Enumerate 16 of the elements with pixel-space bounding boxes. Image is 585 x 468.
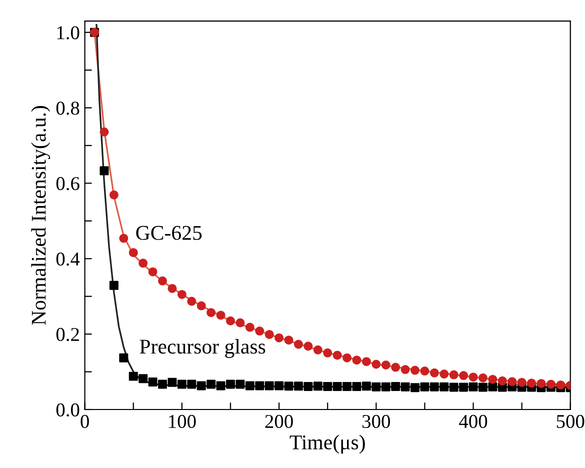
y-tick-label: 0.6 [56,177,80,190]
x-tick-label: 500 [556,414,584,428]
x-tick-label: 200 [265,414,293,428]
y-tick-label: 0.2 [56,328,79,342]
y-tick-label: 0.4 [56,252,80,266]
y-axis-title: Normalized Intensity(a.u.) [31,106,50,325]
x-axis-title: Time(μs) [290,434,365,454]
y-tick-label: 0.0 [56,403,80,417]
y-tick-label: 1.0 [57,26,80,40]
x-tick-label: 0 [80,414,89,428]
x-tick-label: 400 [459,414,488,428]
y-tick-label: 0.8 [56,102,80,115]
annotation: GC-625 [136,226,202,240]
annotation: Precursor glass [140,339,266,358]
x-tick-label: 100 [169,414,196,428]
x-tick-label: 300 [362,414,390,428]
